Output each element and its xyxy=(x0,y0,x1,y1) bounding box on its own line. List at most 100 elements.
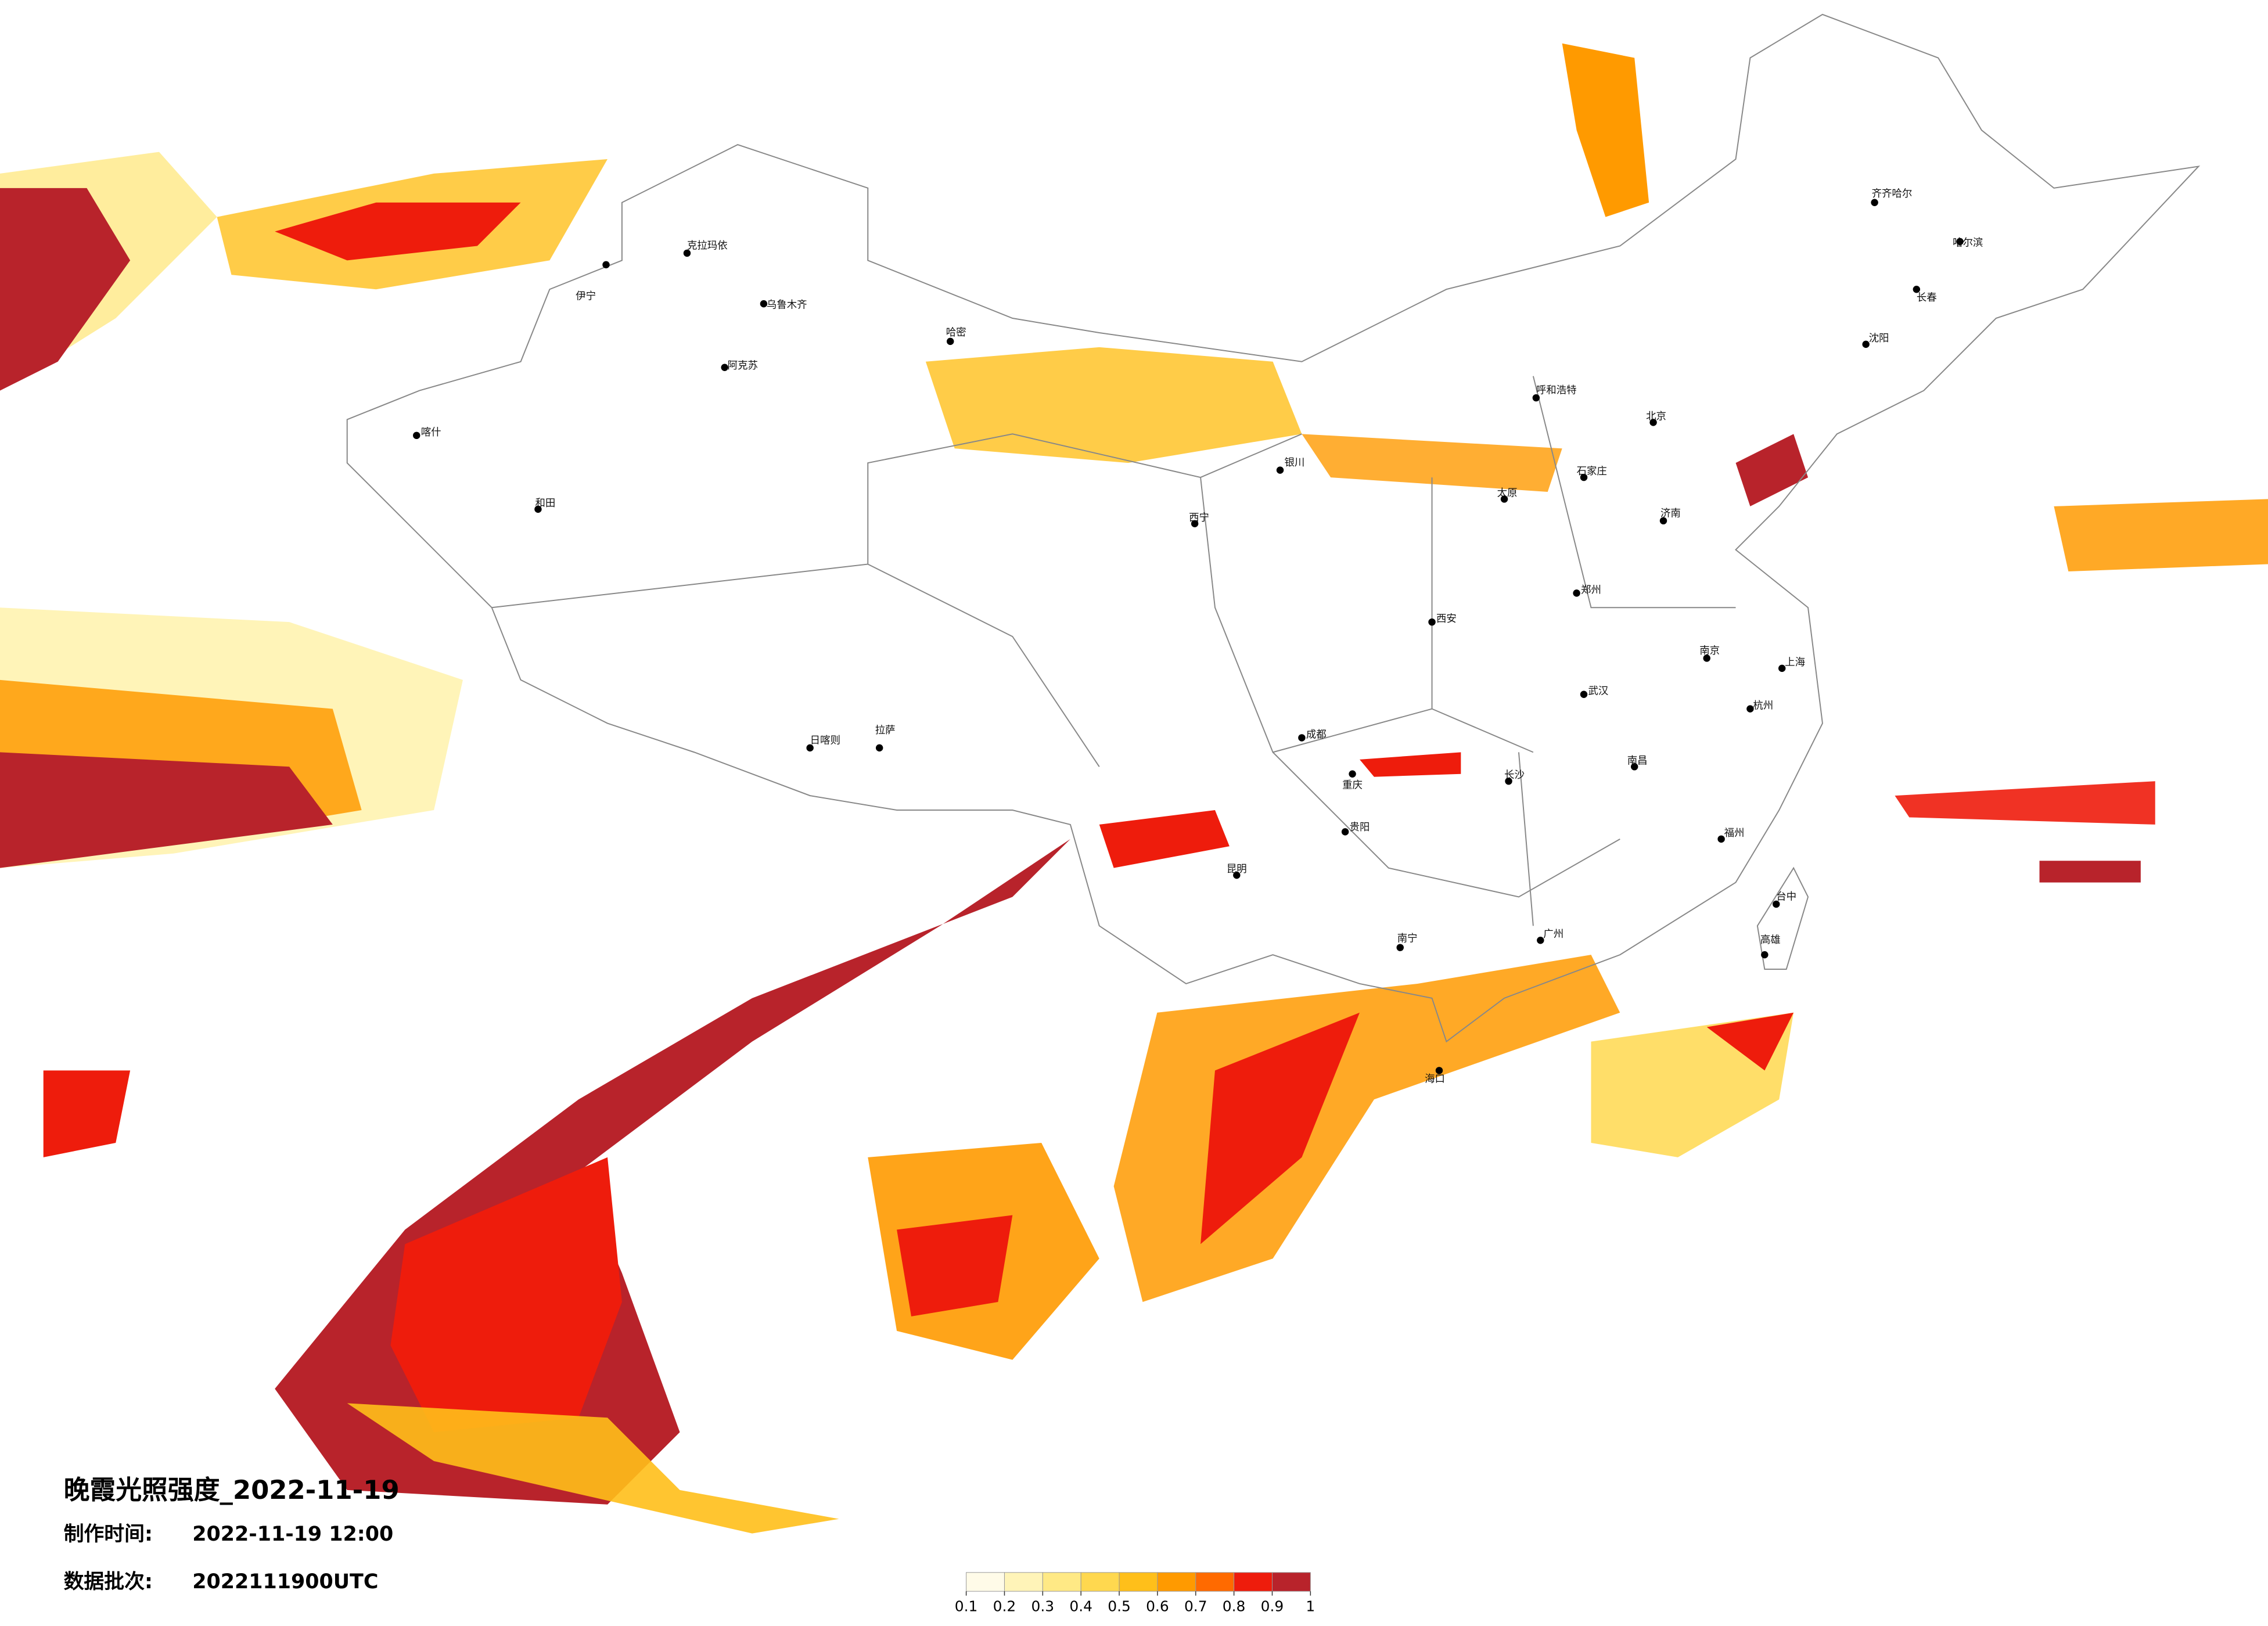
colorbar-swatch xyxy=(1195,1572,1235,1592)
city-label: 沈阳 xyxy=(1869,333,1889,344)
city-dot xyxy=(1778,664,1786,672)
city-dot xyxy=(1191,520,1199,528)
city-label: 贵阳 xyxy=(1350,822,1370,833)
colorbar: 0.1 0.2 0.3 0.4 0.5 0.6 0.7 0.8 0.9 1 xyxy=(955,1572,1315,1615)
city-label: 喀什 xyxy=(421,427,441,438)
city-dot xyxy=(1871,199,1878,206)
city-label: 伊宁 xyxy=(576,291,596,303)
city-label: 广州 xyxy=(1543,929,1563,940)
city-label: 杭州 xyxy=(1753,700,1773,712)
city-dot xyxy=(1717,835,1725,843)
city-label: 太原 xyxy=(1497,487,1518,499)
city-dot xyxy=(1500,495,1508,503)
city-dot xyxy=(602,261,610,269)
city-label: 南京 xyxy=(1699,645,1720,657)
city-label: 长春 xyxy=(1917,292,1937,304)
city-label: 日喀则 xyxy=(810,735,840,746)
city-label: 济南 xyxy=(1660,508,1681,519)
city-dot xyxy=(1505,777,1512,785)
colorbar-tick-label: 0.2 xyxy=(993,1598,1016,1615)
city-label: 克拉玛依 xyxy=(687,240,728,251)
city-dot xyxy=(946,337,954,346)
province-borders xyxy=(491,376,1736,926)
city-dot xyxy=(1233,871,1241,879)
colorbar-tick-label: 0.7 xyxy=(1184,1598,1207,1615)
city-dot xyxy=(1276,466,1284,474)
city-dot xyxy=(1532,394,1540,402)
city-dot xyxy=(413,431,420,440)
colorbar-swatch xyxy=(1042,1572,1081,1592)
city-label: 长沙 xyxy=(1504,769,1525,781)
city-label: 上海 xyxy=(1785,657,1805,668)
city-label: 哈尔滨 xyxy=(1953,237,1983,249)
city-label: 成都 xyxy=(1306,729,1327,740)
made-time: 2022-11-19 12:00 xyxy=(192,1523,393,1546)
city-label: 郑州 xyxy=(1581,584,1601,596)
colorbar-swatch xyxy=(1157,1572,1196,1592)
city-dot xyxy=(1298,734,1306,742)
city-label: 南宁 xyxy=(1397,933,1418,945)
colorbar-tick-label: 0.5 xyxy=(1108,1598,1131,1615)
city-label: 哈密 xyxy=(946,327,966,339)
city-dot xyxy=(1341,828,1349,836)
taiwan xyxy=(1756,866,1809,970)
colorbar-tick-label: 0.8 xyxy=(1223,1598,1246,1615)
city-dot xyxy=(1659,517,1667,525)
city-dot xyxy=(760,300,768,308)
city-label: 福州 xyxy=(1724,828,1745,839)
city-label: 高雄 xyxy=(1760,934,1781,946)
map-title: 晚霞光照强度_2022-11-19 xyxy=(64,1474,400,1505)
colorbar-tick-label: 0.4 xyxy=(1069,1598,1092,1615)
city-dot xyxy=(1862,340,1870,348)
city-dot xyxy=(1746,705,1754,713)
colorbar-swatch xyxy=(966,1572,1005,1592)
colorbar-tick-label: 0.1 xyxy=(955,1598,978,1615)
batch: 2022111900UTC xyxy=(192,1570,378,1593)
city-label: 台中 xyxy=(1776,891,1796,902)
cities: 伊宁 克拉玛依 乌鲁木齐 哈密 阿克苏 喀什 和田 拉萨 日喀则 西宁 银川 呼… xyxy=(413,188,1983,1085)
city-dot xyxy=(1396,944,1404,951)
city-dot xyxy=(683,249,691,257)
city-dot xyxy=(1349,770,1356,778)
city-dot xyxy=(1761,951,1769,959)
city-label: 和田 xyxy=(535,498,555,509)
colorbar-swatch xyxy=(1234,1572,1273,1592)
colorbar-swatch xyxy=(1004,1572,1043,1592)
colorbar-tick-label: 0.3 xyxy=(1031,1598,1055,1615)
city-label: 乌鲁木齐 xyxy=(767,300,807,311)
city-dot xyxy=(875,744,883,752)
city-label: 银川 xyxy=(1285,457,1305,469)
city-dot xyxy=(1649,419,1657,426)
city-dot xyxy=(1435,1067,1443,1074)
city-dot xyxy=(1580,690,1588,698)
city-dot xyxy=(534,505,542,513)
city-label: 呼和浩特 xyxy=(1536,385,1577,397)
city-label: 西宁 xyxy=(1189,512,1209,524)
city-label: 武汉 xyxy=(1588,686,1608,697)
city-label: 北京 xyxy=(1646,411,1666,422)
country-border xyxy=(346,13,2201,1043)
city-label: 南昌 xyxy=(1627,755,1648,767)
made-label: 制作时间: xyxy=(64,1523,153,1546)
colorbar-swatch xyxy=(1080,1572,1120,1592)
city-label: 拉萨 xyxy=(875,725,896,736)
city-dot xyxy=(1537,936,1544,944)
city-dot xyxy=(1580,473,1588,481)
city-dot xyxy=(1428,618,1436,626)
city-label: 石家庄 xyxy=(1577,466,1607,477)
city-label: 西安 xyxy=(1436,613,1457,625)
colorbar-swatch xyxy=(1271,1572,1311,1592)
city-dot xyxy=(1956,238,1964,246)
city-dot xyxy=(806,744,814,752)
city-label: 齐齐哈尔 xyxy=(1872,188,1913,200)
city-dot xyxy=(1630,763,1638,771)
colorbar-tick-label: 1 xyxy=(1306,1598,1315,1615)
colorbar-swatch xyxy=(1119,1572,1158,1592)
colorbar-tick-label: 0.6 xyxy=(1146,1598,1169,1615)
city-label: 海口 xyxy=(1425,1073,1445,1085)
city-label: 阿克苏 xyxy=(728,360,758,372)
colorbar-tick-label: 0.9 xyxy=(1261,1598,1284,1615)
city-dot xyxy=(721,364,728,371)
city-dot xyxy=(1913,285,1921,293)
